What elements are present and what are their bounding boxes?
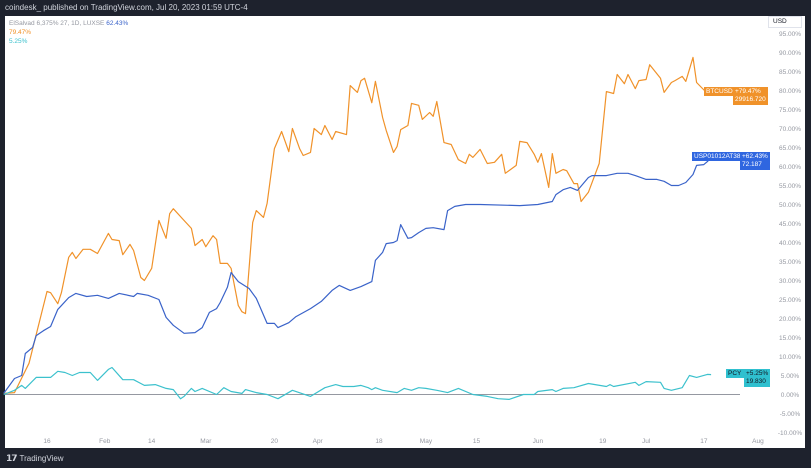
- bond-tag-price: 72.187: [742, 161, 762, 168]
- publisher-header: coindesk_ published on TradingView.com, …: [0, 0, 811, 16]
- y-tick-label: 45.00%: [779, 221, 801, 228]
- y-tick-label: 5.00%: [781, 373, 800, 380]
- y-tick-label: 90.00%: [779, 50, 801, 57]
- y-tick-label: 65.00%: [779, 145, 801, 152]
- legend-btc-change: 79.47%: [9, 29, 32, 36]
- price-axis[interactable]: 95.00% 90.00% 85.00% 80.00% 75.00% 70.00% 65.0…: [778, 31, 802, 437]
- y-tick-label: -10.00%: [778, 430, 802, 437]
- header-title: coindesk_ published on TradingView.com, …: [5, 3, 248, 12]
- series-layer: [3, 56, 712, 400]
- pcy-tag-name: PCY: [726, 369, 744, 378]
- y-tick-label: 55.00%: [779, 183, 801, 190]
- currency-button[interactable]: USD: [768, 16, 802, 28]
- y-tick-label: 10.00%: [779, 354, 801, 361]
- y-tick-label: 80.00%: [779, 88, 801, 95]
- x-tick-label: 17: [700, 438, 708, 445]
- x-tick-label: 14: [148, 438, 156, 445]
- footer-bar: 𝟭𝟳 TradingView: [0, 448, 811, 468]
- series-line-btcusd[interactable]: [3, 56, 712, 394]
- y-tick-label: 40.00%: [779, 240, 801, 247]
- x-tick-label: May: [420, 438, 433, 445]
- legend: ElSalvad 6,375% 27, 1D, LUXSE 62.43% 79.…: [9, 19, 128, 46]
- y-tick-label: 35.00%: [779, 259, 801, 266]
- x-tick-label: Jul: [642, 438, 651, 445]
- legend-main-change: 62.43%: [106, 20, 129, 27]
- time-axis[interactable]: 16 Feb 14 Mar 20 Apr 18 May 15 Jun 19 Jul 17 Aug: [43, 438, 764, 445]
- x-tick-label: 18: [375, 438, 383, 445]
- btc-tag-values: +79.47% 29916.720: [733, 87, 768, 105]
- btc-tag-name: BTCUSD: [704, 87, 733, 96]
- x-tick-label: 20: [271, 438, 279, 445]
- legend-main-row: ElSalvad 6,375% 27, 1D, LUXSE 62.43%: [9, 19, 128, 28]
- y-tick-label: 50.00%: [779, 202, 801, 209]
- pcy-tag-change: +5.25%: [746, 370, 769, 377]
- x-tick-label: Aug: [752, 438, 764, 445]
- y-tick-label: 30.00%: [779, 278, 801, 285]
- y-tick-label: 70.00%: [779, 126, 801, 133]
- legend-pcy-change: 5.25%: [9, 38, 28, 45]
- x-tick-label: Jun: [533, 438, 544, 445]
- series-line-usp01012at38[interactable]: [3, 156, 712, 394]
- pcy-tag-values: +5.25% 19.830: [744, 369, 771, 387]
- y-tick-label: 85.00%: [779, 69, 801, 76]
- btc-tag-change: +79.47%: [735, 88, 761, 95]
- x-tick-label: 15: [473, 438, 481, 445]
- bond-tag-values: +62.43% 72.187: [740, 152, 770, 170]
- x-tick-label: 19: [599, 438, 607, 445]
- y-tick-label: 20.00%: [779, 316, 801, 323]
- x-tick-label: 16: [43, 438, 51, 445]
- y-tick-label: -5.00%: [780, 411, 801, 418]
- y-tick-label: 60.00%: [779, 164, 801, 171]
- pcy-tag-price: 19.830: [746, 378, 766, 385]
- y-tick-label: 75.00%: [779, 107, 801, 114]
- tradingview-brand: TradingView: [19, 454, 64, 463]
- tradingview-logo-icon: 𝟭𝟳: [6, 453, 17, 463]
- y-tick-label: 25.00%: [779, 297, 801, 304]
- btc-tag-price: 29916.720: [735, 96, 766, 103]
- bond-tag-change: +62.43%: [742, 153, 768, 160]
- x-tick-label: Feb: [99, 438, 111, 445]
- series-line-pcy[interactable]: [3, 366, 712, 400]
- legend-main-symbol: ElSalvad 6,375% 27, 1D, LUXSE: [9, 20, 105, 27]
- x-tick-label: Mar: [200, 438, 212, 445]
- y-tick-label: 0.00%: [781, 392, 800, 399]
- tradingview-logo[interactable]: 𝟭𝟳 TradingView: [6, 453, 64, 464]
- x-tick-label: Apr: [313, 438, 324, 445]
- y-tick-label: 95.00%: [779, 31, 801, 38]
- y-tick-label: 15.00%: [779, 335, 801, 342]
- bond-tag-name: USP01012AT38: [692, 152, 741, 161]
